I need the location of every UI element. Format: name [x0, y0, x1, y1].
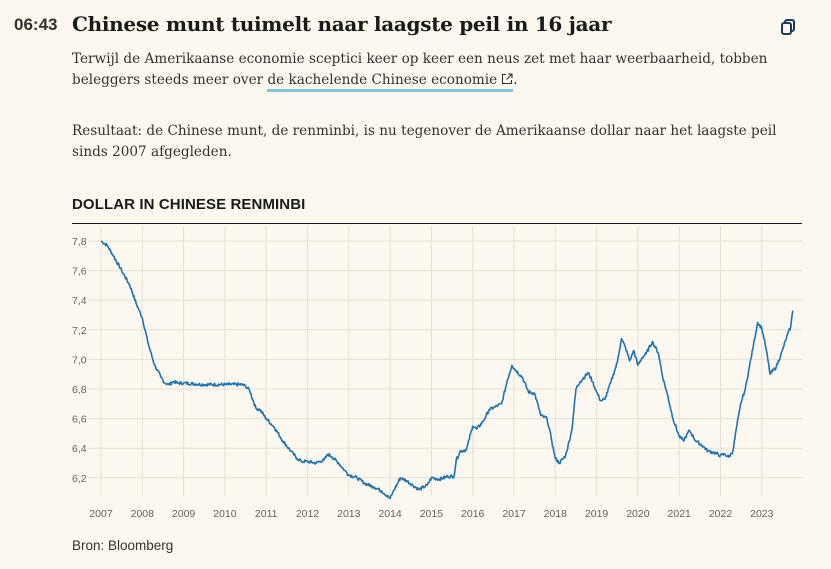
x-tick-label: 2022	[709, 508, 733, 520]
x-tick-label: 2019	[585, 508, 609, 520]
x-tick-label: 2015	[420, 508, 444, 520]
x-tick-label: 2017	[502, 508, 526, 520]
copy-link-icon	[781, 19, 795, 35]
x-tick-label: 2014	[378, 508, 402, 520]
usd-cny-series-line	[100, 240, 794, 500]
chart-gridlines	[88, 226, 802, 496]
intro-paragraph: Terwijl de Amerikaanse economie sceptici…	[72, 49, 802, 92]
x-tick-label: 2016	[461, 508, 485, 520]
x-tick-label: 2012	[296, 508, 320, 520]
x-tick-label: 2010	[213, 508, 237, 520]
y-tick-label: 7,8	[72, 236, 87, 248]
x-axis-labels: 2007 2008 2009 2010 2011 2012 2013 2014 2015 2016…	[89, 508, 773, 520]
x-tick-label: 2007	[89, 508, 113, 520]
result-paragraph: Resultaat: de Chinese munt, de renminbi,…	[72, 123, 777, 160]
y-tick-label: 6,6	[72, 414, 87, 426]
y-tick-label: 7,4	[72, 295, 87, 307]
chart-title-rule	[72, 223, 802, 224]
copy-link-button[interactable]	[779, 18, 797, 36]
x-tick-label: 2011	[255, 508, 278, 520]
external-link-icon	[502, 73, 513, 85]
post-headline: Chinese munt tuimelt naar laagste peil i…	[72, 12, 612, 36]
x-tick-label: 2023	[750, 508, 774, 520]
x-tick-label: 2009	[172, 508, 196, 520]
x-tick-label: 2013	[337, 508, 361, 520]
y-tick-label: 7,0	[72, 354, 87, 366]
y-axis-labels: 7,8 7,6 7,4 7,2 7,0 6,8 6,6 6,4 6,2	[72, 236, 87, 485]
post-time: 06:43	[14, 15, 58, 34]
y-tick-label: 7,6	[72, 266, 87, 278]
intro-text-after-link: .	[513, 72, 518, 88]
intro-text-before-link: Terwijl de Amerikaanse economie sceptici…	[72, 51, 768, 88]
x-tick-label: 2021	[668, 508, 692, 520]
chinese-economy-link[interactable]: de kachelende Chinese economie	[267, 72, 514, 92]
chart-source: Bron: Bloomberg	[72, 538, 174, 553]
y-tick-label: 6,8	[72, 384, 87, 396]
y-tick-label: 7,2	[72, 325, 87, 337]
x-tick-label: 2018	[544, 508, 568, 520]
y-tick-label: 6,4	[72, 443, 87, 455]
x-tick-label: 2020	[626, 508, 650, 520]
chart-title: DOLLAR IN CHINESE RENMINBI	[72, 196, 306, 213]
y-tick-label: 6,2	[72, 473, 87, 485]
chinese-economy-link-label: de kachelende Chinese economie	[267, 72, 498, 88]
x-tick-label: 2008	[131, 508, 155, 520]
exchange-rate-chart: 7,8 7,6 7,4 7,2 7,0 6,8 6,6 6,4 6,2 2007 2008 2009…	[72, 226, 802, 520]
